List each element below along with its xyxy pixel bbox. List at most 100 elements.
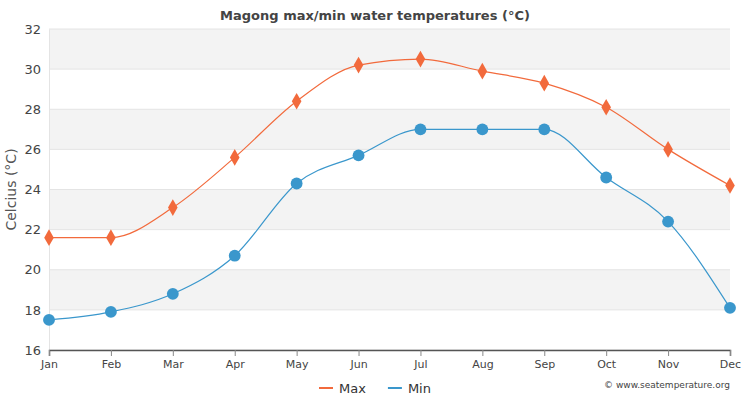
marker [291,178,303,190]
legend-label: Min [408,381,431,396]
grid-line [49,69,730,70]
x-tick-mark [420,350,421,356]
marker [724,302,736,314]
x-tick-label: Aug [472,358,493,371]
x-tick-label: Oct [597,358,617,371]
grid-band [49,190,730,230]
x-tick-label: Jun [349,358,367,371]
y-tick: 30 [24,62,49,77]
marker [415,123,427,135]
legend-item: Max [319,381,366,396]
x-tick-mark [730,350,731,356]
y-tick: 28 [24,102,49,117]
x-tick-mark [482,350,483,356]
x-tick-label: Mar [163,358,184,371]
x-tick: Feb [102,350,121,371]
x-tick-label: Nov [658,358,680,371]
x-tick-label: Feb [102,358,121,371]
grid-band [49,109,730,149]
marker [43,314,55,326]
x-tick-label: Apr [226,358,246,371]
marker [229,250,241,262]
y-tick-label: 30 [24,62,41,77]
series-line [49,129,730,320]
marker [416,51,426,68]
series-line [49,59,730,238]
x-tick-label: May [286,358,309,371]
x-tick: Apr [226,350,246,371]
title: Magong max/min water temperatures (°C) [220,8,530,23]
y-tick: 20 [24,262,49,277]
marker [292,93,302,110]
y-axis: 161820222426283032 [24,22,49,358]
marker [601,99,611,116]
legend-label: Max [339,381,366,396]
y-tick: 16 [24,343,49,358]
annotation: © www.seatemperature.org [604,380,730,390]
grid-band [49,270,730,310]
y-axis-title: Celcius (°C) [3,148,19,230]
legend-item: Min [388,381,431,396]
x-tick-label: Jan [40,358,58,371]
grid-line [49,109,730,110]
y-tick-label: 18 [24,303,41,318]
x-tick: Aug [472,350,493,371]
marker [230,149,240,166]
x-tick-label: Sep [534,358,555,371]
x-tick: Jan [40,350,58,371]
marker [725,177,735,194]
marker [478,63,488,80]
x-tick: May [286,350,309,371]
x-tick-label: Dec [720,358,741,371]
grid-band [49,69,730,109]
grid-line [49,309,730,310]
x-tick-mark [173,350,174,356]
marker [538,123,550,135]
x-axis-line [50,351,731,357]
marker [168,199,178,216]
marker [539,75,549,92]
x-tick: Jul [413,350,427,371]
chart: Magong max/min water temperatures (°C) 16… [0,0,750,400]
legend-swatch [388,387,402,389]
x-tick: Mar [163,350,184,371]
y-tick: 22 [24,222,49,237]
y-tick-label: 22 [24,222,41,237]
marker [353,149,365,161]
y-tick-label: 16 [24,343,41,358]
grid-band [49,310,730,350]
marker [44,229,54,246]
x-axis: Jan Feb Mar Apr May Jun Jul Aug Sep Oct Nov Dec [40,350,741,371]
x-tick-label: Jul [413,358,427,371]
grid-line [49,229,730,230]
grid-band [49,29,730,69]
background [49,29,730,350]
marker [106,229,116,246]
x-tick: Nov [658,350,680,371]
x-tick-mark [111,350,112,356]
grid-line [49,149,730,150]
x-tick: Jun [349,350,367,371]
marker [662,216,674,228]
x-tick-mark [544,350,545,356]
y-tick-label: 26 [24,142,41,157]
grid-band [49,149,730,189]
x-tick-mark [668,350,669,356]
plot [43,51,736,326]
legend-swatch [319,387,333,389]
grid-line [49,189,730,190]
y-tick-label: 24 [24,182,41,197]
x-tick-mark [606,350,607,356]
y-axis-line [49,30,50,351]
marker [354,57,364,74]
marker [663,141,673,158]
y-tick-label: 20 [24,262,41,277]
x-tick-mark [297,350,298,356]
y-tick: 26 [24,142,49,157]
grid-band [49,230,730,270]
x-tick: Dec [720,350,741,371]
marker [476,123,488,135]
y-tick-label: 28 [24,102,41,117]
x-tick: Sep [534,350,555,371]
grid-line [49,29,730,30]
